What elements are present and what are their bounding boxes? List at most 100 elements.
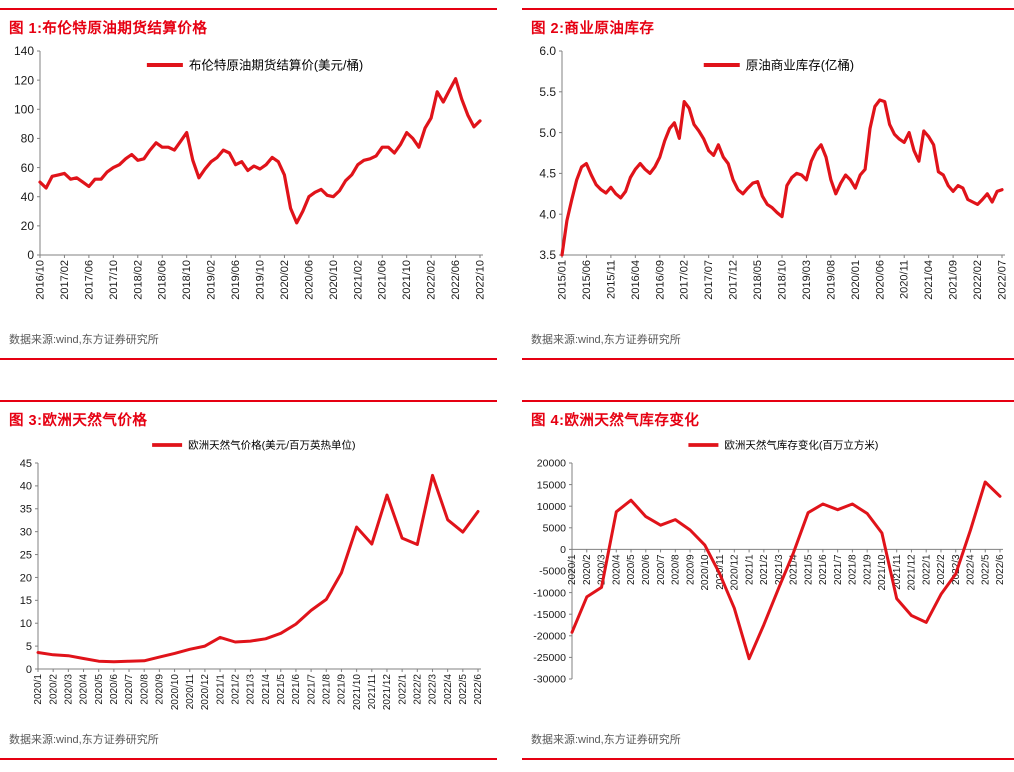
x-tick-label: 2017/12 xyxy=(728,260,740,300)
y-tick-label: 4.0 xyxy=(539,207,556,221)
y-tick-label: 60 xyxy=(21,161,35,175)
figure-1-chart: 0 20 40 60 80 100 120 140 2016/10 2017/02 2017/06 2… xyxy=(14,44,487,300)
x-tick-label: 2021/10 xyxy=(401,260,413,300)
x-tick-label: 2016/04 xyxy=(630,260,642,300)
figure-1-source-note: 数据来源:wind,东方证券研究所 xyxy=(0,321,497,360)
y-tick-label: -5000 xyxy=(539,566,566,578)
y-tick-label: 20000 xyxy=(537,458,566,470)
figure-1-panel: 图 1:布伦特原油期货结算价格 0 20 40 60 80 100 120 140 2016/1… xyxy=(0,8,497,360)
y-tick-label: 20 xyxy=(21,219,35,233)
y-tick-label: 3.5 xyxy=(539,248,556,262)
x-tick-label: 2020/9 xyxy=(685,554,696,585)
x-tick-label: 2020/8 xyxy=(139,674,150,705)
figure-3-title: 图 3:欧洲天然气价格 xyxy=(9,413,148,429)
x-tick-label: 2020/10 xyxy=(328,260,340,300)
figure-1-title: 图 1:布伦特原油期货结算价格 xyxy=(9,21,208,37)
y-tick-label: 120 xyxy=(14,73,34,87)
y-tick-label: -15000 xyxy=(533,609,566,621)
x-tick-label: 2021/09 xyxy=(948,260,960,300)
x-tick-label: 2020/6 xyxy=(109,674,120,705)
x-tick-label: 2022/5 xyxy=(980,554,991,585)
x-tick-label: 2015/01 xyxy=(557,260,569,300)
x-tick-label: 2020/12 xyxy=(200,674,211,711)
x-tick-label: 2020/5 xyxy=(626,554,637,585)
x-tick-label: 2017/07 xyxy=(703,260,715,300)
x-tick-label: 2021/2 xyxy=(230,674,241,705)
x-tick-label: 2020/06 xyxy=(874,260,886,300)
figure-4-chart: -30000 -25000 -20000 -15000 -10000 -5000 0 5000… xyxy=(533,439,1006,686)
y-tick-label: 5.0 xyxy=(539,126,556,140)
x-tick-label: 2022/06 xyxy=(450,260,462,300)
x-tick-label: 2021/6 xyxy=(291,674,302,705)
x-tick-label: 2021/7 xyxy=(306,674,317,705)
y-tick-label: 40 xyxy=(20,481,32,493)
x-tick-label: 2022/2 xyxy=(413,674,424,705)
y-tick-label: 5 xyxy=(26,641,32,653)
y-tick-label: 6.0 xyxy=(539,44,556,58)
x-tick-label: 2020/12 xyxy=(730,554,741,591)
y-tick-label: -25000 xyxy=(533,652,566,664)
legend-label: 欧洲天然气价格(美元/百万英热单位) xyxy=(188,439,355,452)
x-tick-label: 2022/02 xyxy=(972,260,984,300)
x-tick-label: 2015/06 xyxy=(581,260,593,300)
x-tick-label: 2016/09 xyxy=(654,260,666,300)
x-tick-label: 2021/04 xyxy=(923,260,935,300)
x-tick-label: 2022/6 xyxy=(473,674,484,705)
y-tick-label: 20 xyxy=(20,572,32,584)
x-tick-label: 2021/10 xyxy=(877,554,888,591)
series-line xyxy=(36,473,480,664)
x-tick-label: 2020/5 xyxy=(94,674,105,705)
x-tick-label: 2020/4 xyxy=(612,554,623,585)
y-tick-label: 15000 xyxy=(537,479,566,491)
x-tick-label: 2018/10 xyxy=(181,260,193,300)
x-tick-label: 2021/8 xyxy=(322,674,333,705)
x-tick-label: 2022/4 xyxy=(443,674,454,705)
x-tick-label: 2022/07 xyxy=(997,260,1009,300)
y-tick-label: -10000 xyxy=(533,587,566,599)
y-tick-label: 100 xyxy=(14,102,34,116)
x-tick-label: 2018/02 xyxy=(132,260,144,300)
x-tick-label: 2020/2 xyxy=(582,554,593,585)
x-tick-label: 2021/3 xyxy=(246,674,257,705)
x-tick-label: 2021/8 xyxy=(848,554,859,585)
x-tick-label: 2020/1 xyxy=(33,674,44,705)
x-tick-label: 2020/11 xyxy=(899,260,911,299)
x-tick-label: 2022/10 xyxy=(475,260,487,300)
figure-2-title: 图 2:商业原油库存 xyxy=(531,21,655,37)
y-tick-label: 5000 xyxy=(543,522,567,534)
y-tick-label: 0 xyxy=(27,248,34,262)
x-tick-label: 2020/7 xyxy=(656,554,667,585)
x-tick-label: 2020/06 xyxy=(303,260,315,300)
x-tick-label: 2017/02 xyxy=(679,260,691,300)
x-tick-label: 2021/7 xyxy=(833,554,844,585)
figure-3-panel: 图 3:欧洲天然气价格 0 5 10 15 20 25 30 35 40 45 2020/1 2020… xyxy=(0,400,497,760)
x-tick-label: 2021/9 xyxy=(862,554,873,585)
y-tick-label: -20000 xyxy=(533,630,566,642)
y-tick-label: 0 xyxy=(560,544,566,556)
y-tick-label: 5.5 xyxy=(539,85,556,99)
y-tick-label: 35 xyxy=(20,504,32,516)
figure-3-source-note: 数据来源:wind,东方证券研究所 xyxy=(0,721,497,760)
y-tick-label: 15 xyxy=(20,595,32,607)
x-tick-label: 2020/10 xyxy=(170,674,181,711)
x-tick-label: 2021/12 xyxy=(907,554,918,591)
legend-label: 布伦特原油期货结算价(美元/桶) xyxy=(189,57,363,72)
x-tick-label: 2021/10 xyxy=(352,674,363,711)
series-line xyxy=(570,480,1002,661)
y-tick-label: 30 xyxy=(20,527,32,539)
x-tick-label: 2021/2 xyxy=(759,554,770,585)
x-tick-label: 2021/6 xyxy=(818,554,829,585)
x-tick-label: 2021/02 xyxy=(352,260,364,300)
x-tick-label: 2022/2 xyxy=(936,554,947,585)
x-tick-label: 2017/06 xyxy=(83,260,95,300)
x-tick-label: 2020/8 xyxy=(671,554,682,585)
x-tick-label: 2021/1 xyxy=(215,674,226,705)
x-tick-label: 2022/02 xyxy=(426,260,438,300)
x-tick-label: 2022/4 xyxy=(966,554,977,585)
x-tick-label: 2022/5 xyxy=(458,674,469,705)
x-tick-label: 2021/06 xyxy=(377,260,389,300)
x-tick-label: 2015/11 xyxy=(605,260,617,299)
y-tick-label: 80 xyxy=(21,132,35,146)
